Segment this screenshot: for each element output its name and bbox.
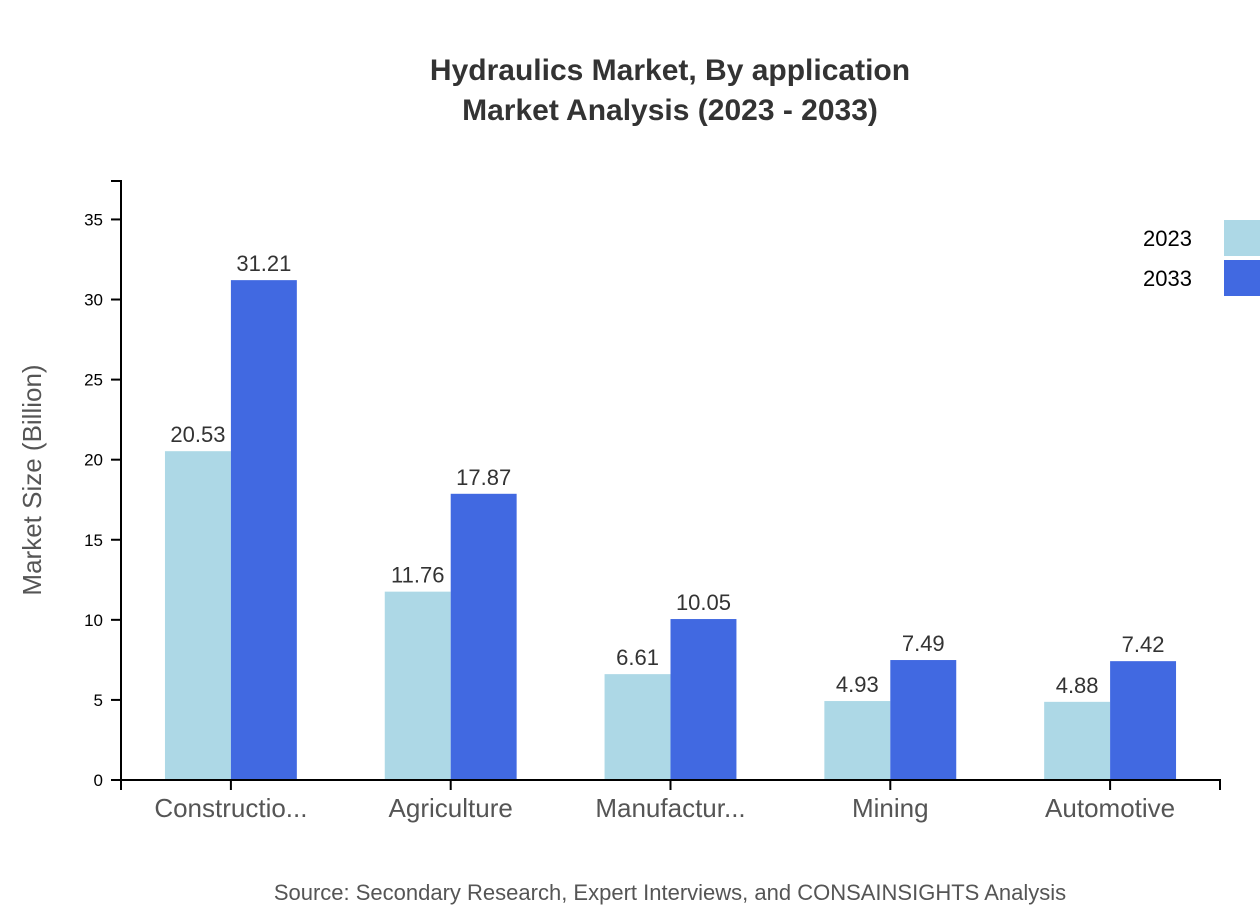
bar-2023-2 [604,674,671,780]
data-label: 4.93 [836,672,879,697]
data-label: 31.21 [236,251,291,276]
bar-2023-1 [384,591,451,780]
y-tick-label: 10 [84,611,103,630]
y-tick-label: 35 [84,210,103,229]
data-label: 4.88 [1056,673,1099,698]
y-tick-label: 20 [84,451,103,470]
y-tick-label: 25 [84,371,103,390]
legend-swatch-2033 [1224,260,1260,296]
chart-title: Hydraulics Market, By application [430,54,910,87]
bars-group: 20.53 31.21 11.76 17.87 6.61 10.05 4.93 7.49 4.8… [164,251,1177,780]
y-tick-label: 0 [94,771,103,790]
legend: 2023 2033 [1143,220,1260,296]
bar-2033-4 [1110,661,1177,780]
bar-2023-4 [1044,701,1111,780]
axes-group: Constructio... Agriculture Manufactur... Mi… [84,180,1221,823]
data-label: 10.05 [676,590,731,615]
y-axis-label: Market Size (Billion) [17,364,47,595]
legend-swatch-2023 [1224,220,1260,256]
y-tick-label: 5 [94,691,103,710]
bar-2033-0 [230,280,297,780]
source-note: Source: Secondary Research, Expert Inter… [274,880,1066,905]
legend-label: 2033 [1143,266,1192,291]
bar-2023-0 [164,451,231,780]
y-tick-label: 30 [84,291,103,310]
data-label: 17.87 [456,465,511,490]
data-label: 20.53 [170,422,225,447]
y-tick-label: 15 [84,531,103,550]
bar-2033-2 [670,619,737,780]
data-label: 7.49 [902,631,945,656]
x-tick-label: Mining [852,793,929,823]
x-tick-label: Manufactur... [595,793,745,823]
chart-subtitle: Market Analysis (2023 - 2033) [462,94,878,127]
bar-2033-3 [890,660,957,780]
x-tick-label: Automotive [1045,793,1175,823]
x-axis-line [120,779,1221,790]
x-tick-label: Agriculture [389,793,513,823]
bar-2023-3 [824,701,891,780]
legend-label: 2023 [1143,226,1192,251]
x-tick-label: Constructio... [154,793,307,823]
data-label: 6.61 [616,645,659,670]
data-label: 11.76 [391,563,444,588]
bar-2033-1 [450,493,517,780]
data-label: 7.42 [1122,632,1165,657]
y-axis-line [111,180,122,780]
